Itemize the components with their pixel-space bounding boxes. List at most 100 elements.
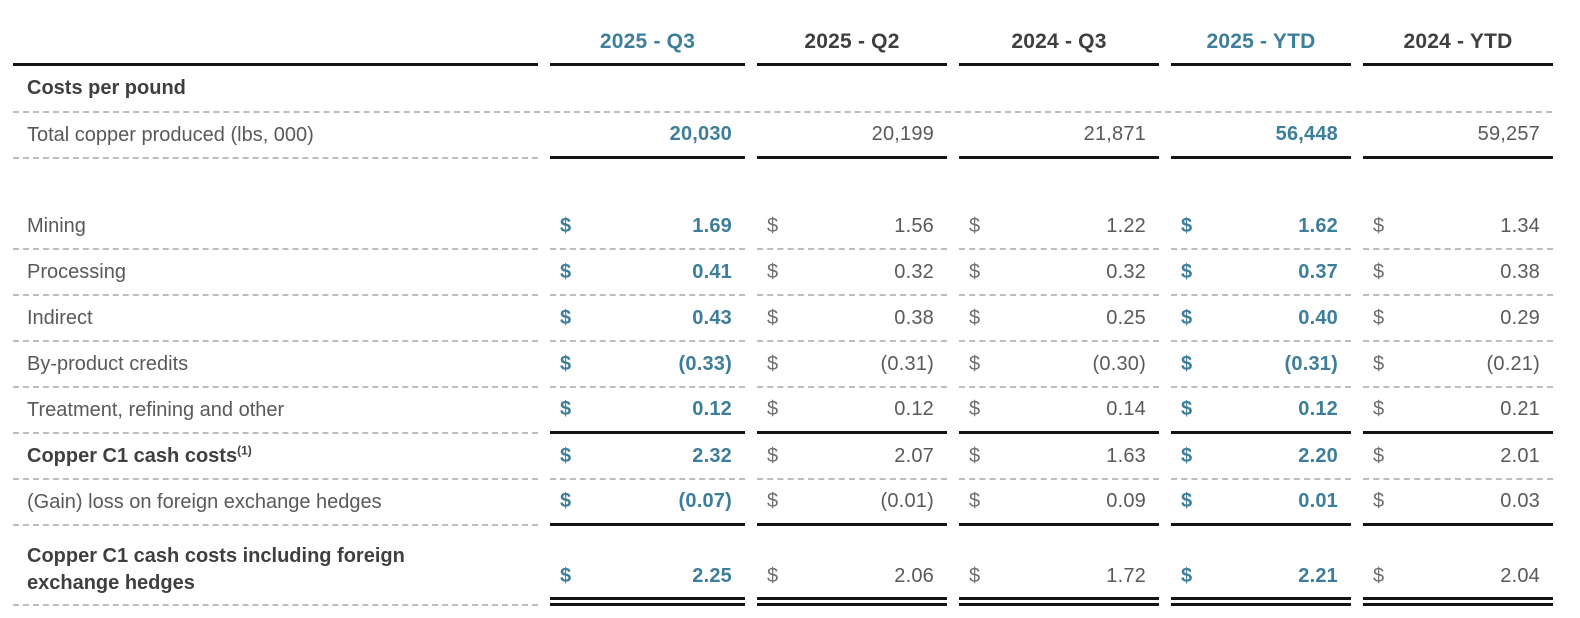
value: 0.38	[894, 306, 934, 329]
value: 1.34	[1500, 214, 1540, 237]
value: 2.25	[692, 565, 732, 587]
value: (0.30)	[1092, 352, 1146, 375]
spacer-row	[13, 159, 1580, 204]
dollar-sign: $	[969, 260, 981, 283]
dollar-sign: $	[1181, 214, 1193, 237]
value-cell: $0.14	[959, 388, 1159, 434]
value: 1.63	[1106, 444, 1146, 467]
value: 0.29	[1500, 306, 1540, 329]
value-cell: 20,199	[757, 113, 947, 159]
value-cell: $0.21	[1363, 388, 1553, 434]
value-cell: 21,871	[959, 113, 1159, 159]
column-header-2025-q2: 2025 - Q2	[757, 14, 947, 66]
dollar-sign: $	[1373, 214, 1385, 237]
row-label: Processing	[13, 250, 538, 296]
dollar-sign: $	[969, 490, 981, 512]
value-cell: $2.20	[1171, 434, 1351, 480]
value-cell: $ (0.31)	[1171, 342, 1351, 388]
dollar-sign: $	[969, 352, 981, 375]
row-label: Treatment, refining and other	[13, 388, 538, 434]
value-cell: $0.03	[1363, 480, 1553, 526]
value-cell: $0.32	[959, 250, 1159, 296]
value-cell: $1.63	[959, 434, 1159, 480]
value-cell: $0.37	[1171, 250, 1351, 296]
table-row: Total copper produced (lbs, 000) 20,030 20…	[13, 113, 1580, 159]
value-cell: 20,030	[550, 113, 745, 159]
value: 0.12	[1298, 398, 1338, 420]
row-label: Total copper produced (lbs, 000)	[13, 113, 538, 159]
value: (0.07)	[678, 490, 732, 512]
dollar-sign: $	[1373, 352, 1385, 375]
dollar-sign: $	[767, 352, 779, 375]
column-header-2025-ytd: 2025 - YTD	[1171, 14, 1351, 66]
value: 0.32	[894, 260, 934, 283]
value: 0.12	[894, 398, 934, 420]
dollar-sign: $	[767, 260, 779, 283]
value: 0.43	[692, 306, 732, 329]
row-label: (Gain) loss on foreign exchange hedges	[13, 480, 538, 526]
value-cell: $ (0.01)	[757, 480, 947, 526]
row-label: Copper C1 cash costs including foreign e…	[13, 526, 538, 606]
value: 0.38	[1500, 260, 1540, 283]
dollar-sign: $	[560, 214, 572, 237]
value: 2.07	[894, 444, 934, 467]
dollar-sign: $	[1181, 490, 1193, 512]
value: 0.40	[1298, 306, 1338, 329]
value: 0.09	[1106, 490, 1146, 512]
dollar-sign: $	[767, 490, 779, 512]
value: 1.22	[1106, 214, 1146, 237]
dollar-sign: $	[1373, 398, 1385, 420]
dollar-sign: $	[1181, 565, 1193, 587]
row-label: Indirect	[13, 296, 538, 342]
value: 20,030	[669, 123, 732, 145]
value: 21,871	[1083, 123, 1146, 145]
footnote-ref: (1)	[237, 442, 252, 457]
value: 2.01	[1500, 444, 1540, 467]
dollar-sign: $	[767, 214, 779, 237]
value: 0.12	[692, 398, 732, 420]
dollar-sign: $	[1181, 260, 1193, 283]
value: 0.21	[1500, 398, 1540, 420]
dollar-sign: $	[1373, 260, 1385, 283]
value-cell: $1.69	[550, 204, 745, 250]
value: 0.37	[1298, 260, 1338, 283]
value: (0.01)	[880, 490, 934, 512]
table-row: Indirect $0.43 $0.38 $0.25 $0.40 $0.29	[13, 296, 1580, 342]
table-header-row: 2025 - Q3 2025 - Q2 2024 - Q3 2025 - YTD…	[13, 14, 1580, 66]
dollar-sign: $	[1181, 352, 1193, 375]
table-row: (Gain) loss on foreign exchange hedges $ (…	[13, 480, 1580, 526]
table-row: By-product credits $ (0.33) $ (0.31) $ (0.30) $…	[13, 342, 1580, 388]
value: 2.32	[692, 444, 732, 467]
dollar-sign: $	[1373, 444, 1385, 467]
dollar-sign: $	[560, 398, 572, 420]
dollar-sign: $	[1181, 306, 1193, 329]
value-cell: $2.01	[1363, 434, 1553, 480]
value-cell: $0.12	[550, 388, 745, 434]
value-cell: $ (0.21)	[1363, 342, 1553, 388]
section-title: Costs per pound	[27, 77, 186, 99]
dollar-sign: $	[1181, 398, 1193, 420]
dollar-sign: $	[1373, 490, 1385, 512]
value-cell: $ (0.33)	[550, 342, 745, 388]
value-cell: $0.12	[1171, 388, 1351, 434]
value-cell: $0.43	[550, 296, 745, 342]
value-cell: $ (0.07)	[550, 480, 745, 526]
value: 0.25	[1106, 306, 1146, 329]
dollar-sign: $	[1181, 444, 1193, 467]
value-cell: $ (0.31)	[757, 342, 947, 388]
value: 2.06	[894, 565, 934, 587]
dollar-sign: $	[767, 444, 779, 467]
dollar-sign: $	[560, 306, 572, 329]
table-row: Mining $1.69 $1.56 $1.22 $1.62 $1.34	[13, 204, 1580, 250]
value-cell: $0.41	[550, 250, 745, 296]
column-header-2024-q3: 2024 - Q3	[959, 14, 1159, 66]
dollar-sign: $	[560, 490, 572, 512]
value: 56,448	[1275, 123, 1338, 145]
column-header-2025-q3: 2025 - Q3	[550, 14, 745, 66]
section-title-row: Costs per pound	[13, 66, 1552, 113]
value-cell: $0.38	[1363, 250, 1553, 296]
value-cell: $2.06	[757, 526, 947, 606]
value: 1.69	[692, 214, 732, 237]
value-cell: $0.29	[1363, 296, 1553, 342]
value: 0.32	[1106, 260, 1146, 283]
